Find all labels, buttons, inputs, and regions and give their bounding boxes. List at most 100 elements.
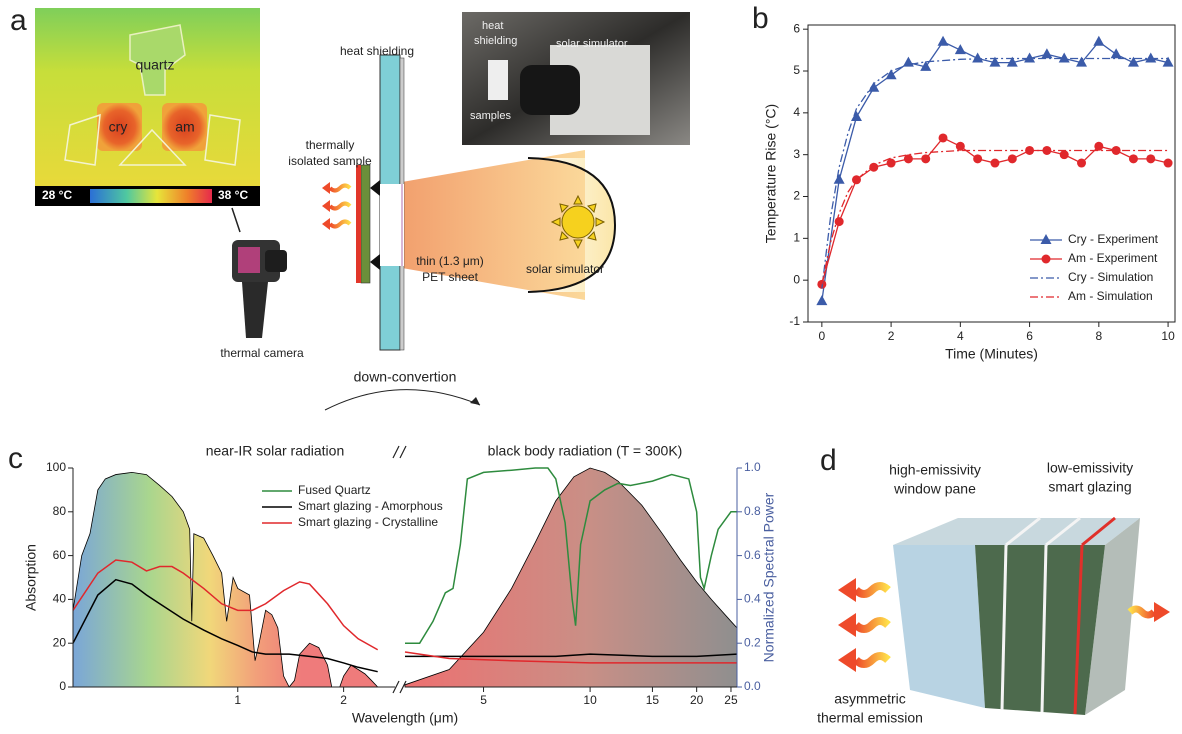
sample-layer (356, 165, 361, 283)
label: isolated sample (288, 154, 372, 168)
arrow-head (322, 182, 330, 194)
arrow-head (838, 578, 856, 602)
glazing-block: high-emissivity window pane low-emissivi… (817, 460, 1170, 726)
legend-marker (1042, 255, 1051, 264)
label: smart glazing (1048, 479, 1131, 495)
data-point (955, 44, 966, 54)
label: asymmetric (834, 691, 906, 707)
panel-letter: d (820, 444, 837, 477)
y-tick-label: 6 (793, 21, 800, 35)
arrow-head (470, 397, 480, 405)
x-tick-label: 10 (1161, 329, 1175, 343)
emission-arrow (856, 656, 888, 664)
emission-arrow (1130, 609, 1154, 615)
legend-label: Am - Experiment (1068, 251, 1158, 265)
data-point (1041, 48, 1052, 58)
sun (562, 206, 594, 238)
legend-label: Cry - Experiment (1068, 232, 1159, 246)
legend-marker (1041, 234, 1052, 244)
emission-arrow (856, 621, 888, 629)
panel-letter: c (8, 442, 23, 475)
panel-letter: a (10, 4, 27, 37)
arrow-head (322, 218, 330, 230)
colorbar (90, 189, 212, 203)
legend-label: Smart glazing - Amorphous (298, 499, 443, 513)
x-tick-label: 5 (480, 693, 487, 707)
thermal-label: cry (109, 119, 128, 135)
data-point (816, 295, 827, 305)
thermal-camera-icon: thermal camera (220, 208, 304, 360)
y2-tick-label: 0.2 (744, 635, 761, 649)
figure: a b c d quartz cry am 28 °C 38 °C therma… (0, 0, 1182, 734)
data-point (1093, 36, 1104, 46)
y-tick-label: 100 (46, 460, 66, 474)
x-tick-label: 4 (957, 329, 964, 343)
arrow-head (322, 200, 330, 212)
sample-holder (488, 60, 508, 100)
y2-tick-label: 0.4 (744, 592, 761, 606)
y-axis-label: Temperature Rise (°C) (763, 104, 779, 243)
label: heat shielding (340, 44, 414, 58)
data-point (939, 133, 948, 142)
smart-glazing (975, 545, 1105, 715)
window-pane (893, 545, 985, 708)
data-point (1094, 142, 1103, 151)
emission-arrow (330, 186, 350, 191)
x-tick-label: 8 (1095, 329, 1102, 343)
photo-label: heat (482, 20, 503, 32)
lamp-head (520, 65, 580, 115)
label: window pane (893, 481, 976, 497)
y-tick-label: 2 (793, 189, 800, 203)
y-tick-label: 0 (59, 679, 66, 693)
support (370, 254, 380, 270)
data-point (1111, 48, 1122, 58)
y2-tick-label: 0.0 (744, 679, 761, 693)
x-axis-label: Time (Minutes) (945, 346, 1038, 362)
x-tick-label: 0 (819, 329, 826, 343)
y2-tick-label: 0.6 (744, 548, 761, 562)
data-point (972, 52, 983, 62)
data-point (834, 174, 845, 184)
data-point (938, 36, 949, 46)
x-tick-label: 2 (888, 329, 895, 343)
y-tick-label: 40 (53, 592, 67, 606)
legend-label: Cry - Simulation (1068, 270, 1153, 284)
data-point (1164, 159, 1173, 168)
y-tick-label: 60 (53, 548, 67, 562)
y2-tick-label: 1.0 (744, 460, 761, 474)
label: thermal camera (220, 346, 304, 360)
y-tick-label: 3 (793, 147, 800, 161)
connector (232, 208, 240, 232)
y-tick-label: 80 (53, 504, 67, 518)
label: thin (1.3 μm) (416, 254, 484, 268)
y2-axis-label: Normalized Spectral Power (761, 492, 777, 662)
thermal-image: quartz cry am 28 °C 38 °C (35, 8, 260, 206)
axis-break (393, 446, 399, 458)
arrow-head (1154, 602, 1170, 622)
label: solar simulator (526, 262, 604, 276)
data-point (1129, 154, 1138, 163)
emission-arrow (330, 222, 350, 227)
legend-label: Fused Quartz (298, 483, 371, 497)
data-point (990, 159, 999, 168)
data-point (1146, 154, 1155, 163)
data-point (1008, 154, 1017, 163)
label: low-emissivity (1047, 460, 1133, 476)
data-point (956, 142, 965, 151)
camera-grip (242, 282, 268, 338)
y-tick-label: -1 (789, 314, 800, 328)
photo-label: samples (470, 110, 511, 122)
y2-tick-label: 0.8 (744, 504, 761, 518)
data-point (1060, 150, 1069, 159)
legend-label: Am - Simulation (1068, 289, 1153, 303)
x-tick-label: 15 (646, 693, 660, 707)
x-tick-label: 10 (583, 693, 597, 707)
thermal-label: quartz (136, 57, 175, 73)
x-axis-label: Wavelength (μm) (352, 710, 458, 726)
support (370, 180, 380, 196)
data-point (1145, 52, 1156, 62)
label: thermal emission (817, 710, 923, 726)
arrow-head (838, 613, 856, 637)
data-point (921, 154, 930, 163)
data-point (973, 154, 982, 163)
